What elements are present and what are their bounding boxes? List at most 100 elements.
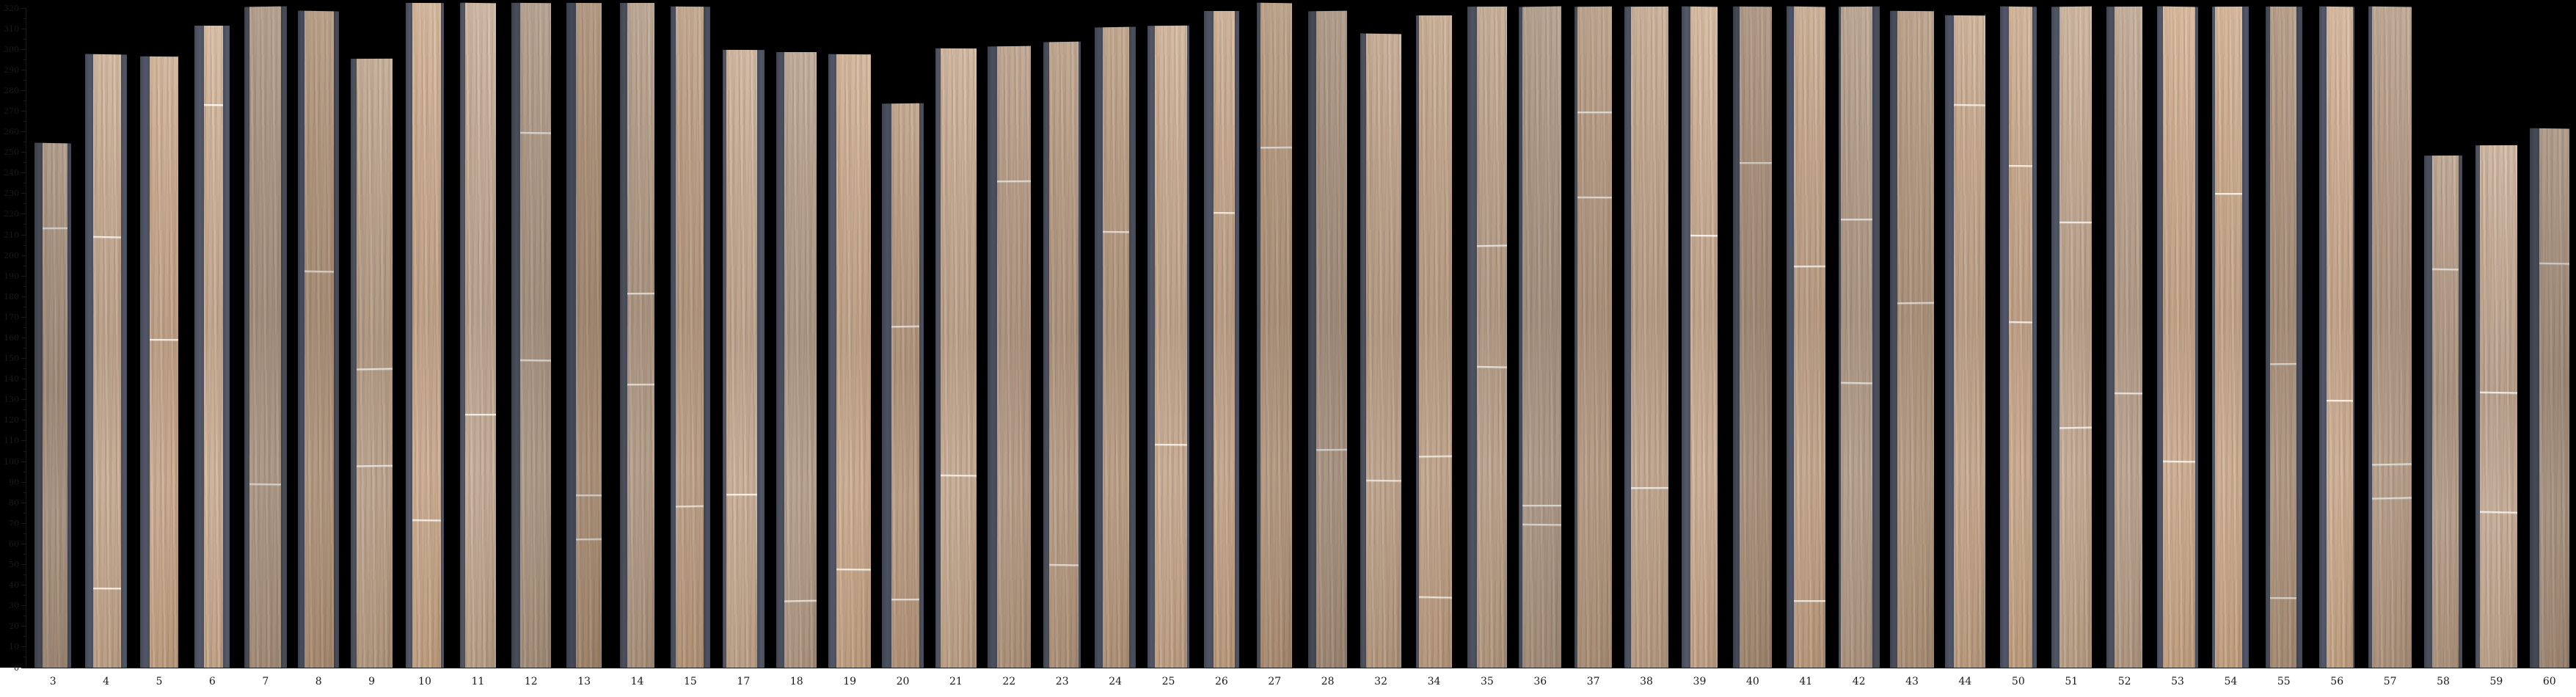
y-axis-minor-tick-mark [23,59,26,60]
y-axis-tick-label: 30 [9,601,19,611]
bar-top-edge [1416,12,1452,15]
bar[interactable] [459,0,497,668]
bar[interactable] [2266,4,2302,668]
bar[interactable] [1733,4,1773,668]
bar[interactable] [828,51,871,668]
x-axis-tick-label: 26 [1214,676,1228,687]
y-axis-tick-mark [21,522,26,524]
bar[interactable] [723,47,765,668]
bar-left-shadow [1733,4,1740,668]
bar[interactable] [298,8,340,668]
bar[interactable] [935,45,977,668]
wood-grain-texture [351,55,393,668]
y-axis-tick-mark [21,481,26,483]
y-axis-tick-mark [21,399,26,401]
wood-shading-overlay [1519,4,1562,668]
bar-top-edge [194,22,230,26]
x-axis-tick-label: 7 [262,676,269,687]
bar[interactable] [776,49,817,668]
bar[interactable] [671,4,710,668]
bar[interactable] [1575,4,1612,668]
y-axis-minor-tick-mark [23,326,26,328]
bar[interactable] [1838,4,1880,668]
y-axis-minor-tick-mark [23,203,26,205]
y-axis-tick-mark [21,316,26,318]
bar-left-shadow [1945,12,1955,668]
wood-shading-overlay [1257,0,1293,668]
bar[interactable] [194,22,230,668]
y-axis-tick-mark [21,626,26,627]
bar[interactable] [511,0,551,668]
bar[interactable] [1043,39,1081,668]
bar[interactable] [1257,0,1293,668]
bar[interactable] [85,51,127,668]
bar-left-shadow [1890,8,1898,668]
x-axis-tick-label: 13 [577,676,591,687]
bar[interactable] [1681,4,1718,668]
x-axis-tick-label: 17 [737,676,751,687]
bar[interactable] [2475,142,2517,668]
wood-grain-texture [1575,4,1612,668]
bar-top-edge [619,0,655,4]
y-axis-tick-label: 80 [9,497,19,508]
bar[interactable] [619,0,655,668]
y-axis-tick-label: 130 [4,395,19,405]
y-axis-tick-mark [21,90,26,91]
bar[interactable] [140,53,178,668]
y-axis-tick-label: 150 [4,354,19,364]
bar[interactable] [2319,4,2355,668]
bar[interactable] [2156,4,2199,668]
y-axis-tick-mark [21,296,26,297]
bar[interactable] [1147,22,1190,668]
bar[interactable] [1519,4,1562,668]
bar[interactable] [566,0,602,668]
bar[interactable] [1308,8,1347,668]
y-axis-minor-tick-mark [23,18,26,19]
bar[interactable] [2424,152,2462,668]
bar-left-shadow [194,22,205,668]
bar[interactable] [34,139,72,668]
bar[interactable] [1095,24,1136,668]
bar[interactable] [2368,4,2412,668]
x-axis-tick-label: 12 [524,676,538,687]
bar-right-shadow [440,0,444,668]
wood-scratch-line [1257,146,1293,149]
y-axis-tick-label: 230 [4,189,19,199]
bar[interactable] [351,55,393,668]
bar-top-edge [2424,152,2462,156]
bar[interactable] [1360,30,1401,668]
x-axis-tick-label: 20 [896,676,910,687]
bar-right-shadow [334,8,340,668]
bar-left-shadow [2106,4,2115,668]
bar[interactable] [2051,4,2092,668]
bar-left-shadow [1147,22,1156,668]
bar[interactable] [1467,4,1508,668]
bar[interactable] [882,101,924,668]
bar[interactable] [2106,4,2143,668]
bar[interactable] [406,0,444,668]
bar-top-edge [2106,4,2143,7]
wood-scratch-line [1416,456,1452,458]
bar[interactable] [1999,4,2037,668]
y-axis-tick-label: 100 [4,456,19,467]
bar-left-shadow [2319,4,2327,668]
wood-scratch-line [1360,479,1401,481]
y-axis-minor-tick-mark [23,636,26,638]
y-axis-minor-tick-mark [23,244,26,246]
bar[interactable] [1786,4,1825,668]
bar[interactable] [1416,12,1452,668]
bar[interactable] [1945,12,1985,668]
bar-left-shadow [882,101,891,668]
bar[interactable] [2529,125,2569,668]
bar-top-edge [1360,30,1401,34]
bar[interactable] [1890,8,1934,668]
bar[interactable] [244,4,287,668]
bar-left-shadow [1519,4,1522,668]
plot-area [26,0,2576,668]
bar[interactable] [2212,4,2250,668]
bar[interactable] [1203,8,1240,668]
bar[interactable] [987,43,1031,668]
wood-shading-overlay [935,45,977,668]
bar-top-edge [244,4,287,7]
bar[interactable] [1624,4,1668,668]
